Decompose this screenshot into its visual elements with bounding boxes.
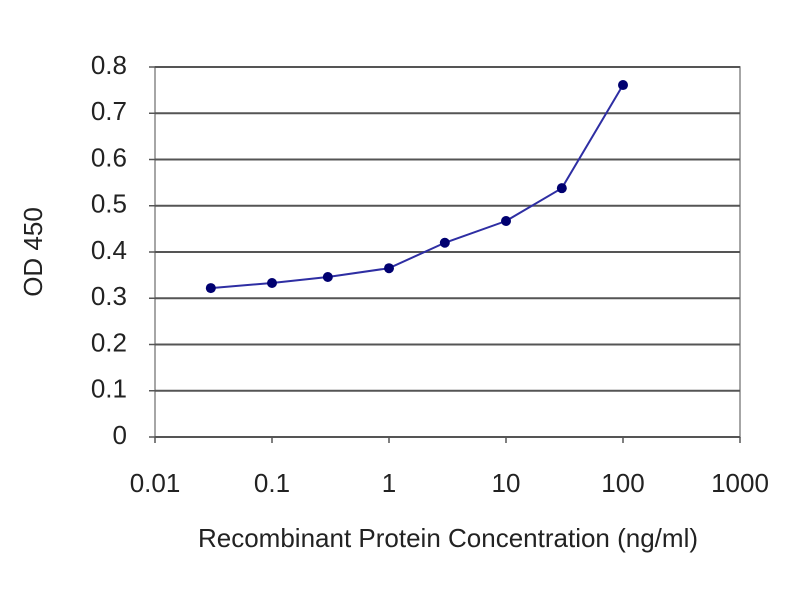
- data-point: [618, 80, 628, 91]
- data-point: [556, 183, 567, 194]
- data-point: [384, 263, 394, 274]
- data-point: [439, 237, 450, 248]
- data-point: [501, 216, 511, 227]
- y-tick-label: 0.1: [91, 374, 127, 404]
- x-tick-label: 100: [601, 468, 644, 498]
- y-axis-label: OD 450: [18, 207, 48, 297]
- x-tick-label: 0.01: [130, 468, 181, 498]
- x-axis-label: Recombinant Protein Concentration (ng/ml…: [198, 523, 698, 553]
- y-tick-label: 0.8: [91, 50, 127, 80]
- y-tick-label: 0.6: [91, 142, 127, 172]
- data-point: [205, 283, 216, 294]
- data-point: [322, 271, 333, 282]
- data-point: [267, 277, 277, 288]
- y-tick-label: 0.7: [91, 96, 127, 126]
- y-tick-label: 0.3: [91, 281, 127, 311]
- x-tick-label: 10: [492, 468, 521, 498]
- x-tick-label: 1000: [711, 468, 769, 498]
- y-tick-label: 0.2: [91, 327, 127, 357]
- x-tick-label: 0.1: [254, 468, 290, 498]
- data-line: [210, 84, 624, 290]
- y-tick-label: 0.5: [91, 189, 127, 219]
- x-tick-label: 1: [382, 468, 396, 498]
- y-tick-label: 0.4: [91, 235, 127, 265]
- y-tick-label: 0: [113, 420, 127, 450]
